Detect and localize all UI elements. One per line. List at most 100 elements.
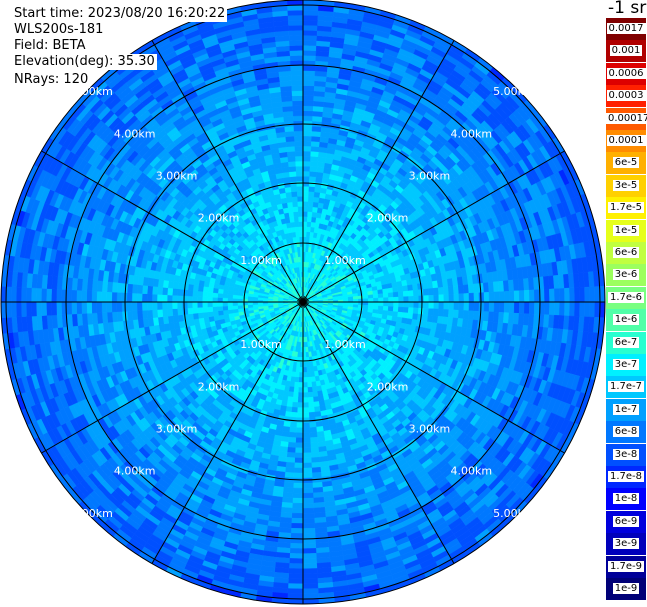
range-gate-cell	[287, 441, 296, 449]
range-gate-cell	[302, 482, 313, 489]
range-gate-cell	[291, 502, 304, 509]
range-gate-cell	[302, 191, 310, 197]
range-gate-cell	[493, 291, 500, 303]
range-gate-cell	[302, 502, 315, 509]
range-gate-cell	[136, 293, 143, 303]
range-gate-cell	[310, 150, 320, 158]
range-gate-cell	[302, 211, 308, 217]
range-gate-cell	[294, 135, 304, 142]
range-gate-cell	[493, 301, 500, 313]
range-gate-cell	[462, 284, 470, 294]
range-gate-cell	[397, 311, 404, 318]
range-gate-cell	[407, 290, 414, 297]
range-gate-cell	[452, 309, 460, 319]
range-gate-cell	[295, 231, 300, 238]
range-gate-cell	[131, 301, 138, 312]
range-gate-cell	[297, 402, 304, 408]
range-gate-cell	[488, 291, 495, 303]
range-gate-cell	[284, 130, 295, 138]
range-gate-cell	[161, 301, 168, 310]
range-gate-cell	[292, 396, 299, 403]
range-gate-cell	[452, 285, 460, 295]
range-gate-cell	[298, 221, 304, 227]
range-gate-cell	[373, 297, 379, 303]
range-gate-cell	[294, 376, 300, 383]
range-gate-cell	[302, 462, 312, 469]
range-gate-cell	[383, 297, 389, 303]
range-gate-cell	[302, 492, 314, 499]
range-gate-cell	[197, 307, 204, 314]
range-gate-cell	[299, 362, 304, 368]
range-gate-cell	[212, 310, 219, 317]
range-gate-cell	[310, 446, 320, 454]
range-gate-cell	[289, 426, 297, 433]
range-gate-cell	[176, 295, 183, 303]
range-gate-cell	[291, 196, 298, 203]
range-gate-cell	[447, 285, 455, 295]
range-gate-cell	[292, 201, 299, 208]
range-gate-cell	[227, 301, 233, 307]
range-gate-cell	[136, 310, 144, 320]
range-gate-cell	[302, 477, 313, 484]
range-gate-cell	[397, 286, 404, 293]
range-gate-cell	[292, 105, 304, 112]
range-gate-cell	[378, 301, 384, 307]
range-gate-cell	[116, 301, 123, 312]
range-gate-cell	[295, 170, 304, 177]
range-gate-cell	[307, 206, 314, 213]
range-gate-cell	[131, 283, 139, 294]
range-gate-cell	[428, 294, 435, 303]
range-gate-cell	[146, 293, 153, 303]
range-gate-cell	[311, 466, 322, 474]
range-gate-cell	[296, 175, 304, 182]
range-gate-cell	[192, 312, 199, 320]
range-gate-cell	[387, 287, 394, 294]
range-gate-cell	[302, 402, 309, 408]
range-gate-cell	[443, 301, 450, 310]
range-gate-cell	[377, 305, 384, 311]
range-gate-cell	[311, 125, 322, 133]
range-gate-cell	[296, 417, 304, 424]
range-gate-cell	[357, 295, 364, 300]
range-gate-cell	[293, 120, 304, 127]
range-gate-cell	[302, 432, 311, 439]
range-gate-cell	[294, 140, 304, 147]
range-gate-cell	[467, 310, 475, 321]
range-gate-cell	[413, 301, 420, 309]
range-gate-cell	[293, 472, 304, 479]
range-gate-cell	[408, 295, 414, 303]
range-gate-cell	[362, 294, 369, 300]
range-gate-cell	[458, 293, 465, 303]
range-gate-cell	[311, 135, 321, 143]
range-gate-cell	[295, 155, 304, 162]
range-gate-cell	[227, 309, 234, 315]
range-gate-cell	[290, 221, 296, 228]
range-gate-cell	[207, 296, 213, 303]
range-gate-cell	[293, 125, 304, 132]
range-gate-cell	[418, 301, 425, 309]
range-gate-cell	[432, 308, 439, 317]
range-gate-cell	[311, 381, 317, 388]
range-gate-cell	[302, 397, 309, 403]
range-gate-cell	[302, 452, 312, 459]
range-gate-cell	[289, 421, 297, 428]
range-gate-cell	[508, 290, 515, 303]
range-gate-cell	[192, 284, 199, 292]
range-gate-cell	[468, 301, 475, 312]
range-gate-cell	[302, 110, 314, 117]
range-gate-cell	[311, 386, 318, 393]
range-gate-cell	[222, 305, 229, 311]
range-gate-cell	[237, 298, 243, 303]
range-gate-cell	[177, 308, 184, 316]
range-gate-cell	[287, 155, 296, 163]
range-gate-cell	[302, 367, 307, 373]
range-gate-cell	[302, 100, 314, 107]
range-gate-cell	[312, 391, 319, 398]
range-gate-cell	[302, 125, 313, 132]
range-gate-cell	[162, 308, 169, 317]
range-gate-cell	[372, 305, 379, 311]
range-gate-cell	[302, 362, 307, 368]
range-gate-cell	[309, 421, 317, 428]
range-gate-cell	[197, 290, 204, 297]
